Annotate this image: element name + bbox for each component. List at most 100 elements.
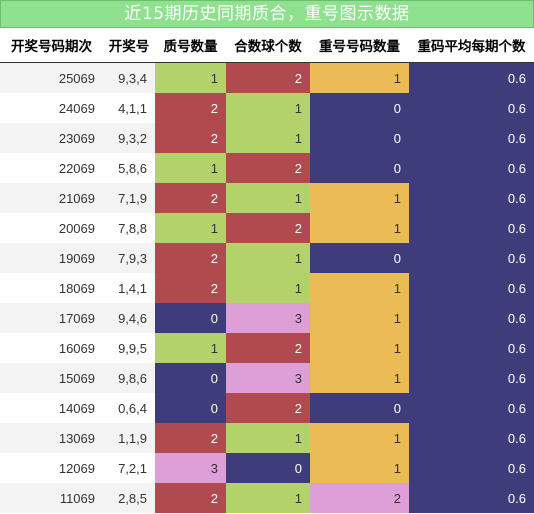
prime-count-cell: 2: [155, 123, 226, 153]
repeat-count-cell: 0: [310, 393, 409, 423]
composite-count-cell: 2: [226, 62, 310, 93]
repeat-average-cell: 0.6: [409, 423, 534, 453]
repeat-average-cell: 0.6: [409, 453, 534, 483]
period-cell: 21069: [0, 183, 103, 213]
numbers-cell: 7,1,9: [103, 183, 155, 213]
results-table: 开奖号码期次 开奖号 质号数量 合数球个数 重号号码数量 重码平均每期个数 25…: [0, 28, 534, 513]
table-row: 14069 0,6,4 0 2 0 0.6: [0, 393, 534, 423]
table-row: 19069 7,9,3 2 1 0 0.6: [0, 243, 534, 273]
composite-count-cell: 3: [226, 303, 310, 333]
numbers-cell: 1,4,1: [103, 273, 155, 303]
table-row: 21069 7,1,9 2 1 1 0.6: [0, 183, 534, 213]
repeat-count-cell: 1: [310, 363, 409, 393]
repeat-count-cell: 2: [310, 483, 409, 513]
header-period: 开奖号码期次: [11, 39, 92, 55]
prime-count-cell: 0: [155, 363, 226, 393]
prime-count-cell: 1: [155, 333, 226, 363]
composite-count-cell: 1: [226, 243, 310, 273]
composite-count-cell: 1: [226, 123, 310, 153]
repeat-count-cell: 1: [310, 183, 409, 213]
repeat-count-cell: 1: [310, 213, 409, 243]
period-cell: 25069: [0, 62, 103, 93]
period-cell: 22069: [0, 153, 103, 183]
table-body: 25069 9,3,4 1 2 1 0.6 24069 4,1,1 2 1 0 0.6 23069 9,3…: [0, 62, 534, 513]
repeat-average-cell: 0.6: [409, 273, 534, 303]
table-row: 22069 5,8,6 1 2 0 0.6: [0, 153, 534, 183]
prime-count-cell: 0: [155, 303, 226, 333]
prime-count-cell: 1: [155, 213, 226, 243]
repeat-average-cell: 0.6: [409, 213, 534, 243]
period-cell: 19069: [0, 243, 103, 273]
composite-count-cell: 2: [226, 153, 310, 183]
header-row: 开奖号码期次 开奖号 质号数量 合数球个数 重号号码数量 重码平均每期个数: [0, 28, 534, 63]
repeat-average-cell: 0.6: [409, 303, 534, 333]
numbers-cell: 7,8,8: [103, 213, 155, 243]
table-row: 20069 7,8,8 1 2 1 0.6: [0, 213, 534, 243]
composite-count-cell: 3: [226, 363, 310, 393]
table-row: 13069 1,1,9 2 1 1 0.6: [0, 423, 534, 453]
table-row: 23069 9,3,2 2 1 0 0.6: [0, 123, 534, 153]
numbers-cell: 9,4,6: [103, 303, 155, 333]
period-cell: 12069: [0, 453, 103, 483]
prime-count-cell: 3: [155, 453, 226, 483]
repeat-count-cell: 1: [310, 62, 409, 93]
prime-count-cell: 2: [155, 243, 226, 273]
header-repeat-count: 重号号码数量: [319, 39, 400, 55]
repeat-count-cell: 1: [310, 303, 409, 333]
table-row: 17069 9,4,6 0 3 1 0.6: [0, 303, 534, 333]
composite-count-cell: 2: [226, 333, 310, 363]
repeat-count-cell: 1: [310, 423, 409, 453]
numbers-cell: 9,8,6: [103, 363, 155, 393]
page-title: 近15期历史同期质合，重号图示数据: [0, 0, 534, 28]
composite-count-cell: 1: [226, 183, 310, 213]
repeat-count-cell: 1: [310, 333, 409, 363]
repeat-average-cell: 0.6: [409, 393, 534, 423]
numbers-cell: 7,2,1: [103, 453, 155, 483]
composite-count-cell: 2: [226, 213, 310, 243]
period-cell: 14069: [0, 393, 103, 423]
numbers-cell: 9,9,5: [103, 333, 155, 363]
period-cell: 18069: [0, 273, 103, 303]
repeat-average-cell: 0.6: [409, 93, 534, 123]
prime-count-cell: 2: [155, 423, 226, 453]
prime-count-cell: 1: [155, 62, 226, 93]
repeat-average-cell: 0.6: [409, 183, 534, 213]
period-cell: 16069: [0, 333, 103, 363]
table-row: 24069 4,1,1 2 1 0 0.6: [0, 93, 534, 123]
composite-count-cell: 0: [226, 453, 310, 483]
repeat-count-cell: 1: [310, 273, 409, 303]
repeat-count-cell: 1: [310, 453, 409, 483]
period-cell: 23069: [0, 123, 103, 153]
header-composite-count: 合数球个数: [234, 39, 302, 55]
table-row: 11069 2,8,5 2 1 2 0.6: [0, 483, 534, 513]
numbers-cell: 9,3,4: [103, 62, 155, 93]
period-cell: 15069: [0, 363, 103, 393]
prime-count-cell: 2: [155, 93, 226, 123]
period-cell: 20069: [0, 213, 103, 243]
composite-count-cell: 2: [226, 393, 310, 423]
period-cell: 13069: [0, 423, 103, 453]
composite-count-cell: 1: [226, 93, 310, 123]
header-repeat-average: 重码平均每期个数: [417, 39, 526, 55]
repeat-average-cell: 0.6: [409, 483, 534, 513]
numbers-cell: 1,1,9: [103, 423, 155, 453]
period-cell: 11069: [0, 483, 103, 513]
repeat-average-cell: 0.6: [409, 243, 534, 273]
prime-count-cell: 2: [155, 273, 226, 303]
repeat-count-cell: 0: [310, 93, 409, 123]
period-cell: 24069: [0, 93, 103, 123]
composite-count-cell: 1: [226, 423, 310, 453]
table-row: 25069 9,3,4 1 2 1 0.6: [0, 62, 534, 93]
repeat-average-cell: 0.6: [409, 153, 534, 183]
numbers-cell: 5,8,6: [103, 153, 155, 183]
composite-count-cell: 1: [226, 483, 310, 513]
repeat-count-cell: 0: [310, 153, 409, 183]
repeat-average-cell: 0.6: [409, 363, 534, 393]
prime-count-cell: 2: [155, 483, 226, 513]
table-row: 18069 1,4,1 2 1 1 0.6: [0, 273, 534, 303]
numbers-cell: 0,6,4: [103, 393, 155, 423]
table-row: 12069 7,2,1 3 0 1 0.6: [0, 453, 534, 483]
repeat-count-cell: 0: [310, 123, 409, 153]
composite-count-cell: 1: [226, 273, 310, 303]
